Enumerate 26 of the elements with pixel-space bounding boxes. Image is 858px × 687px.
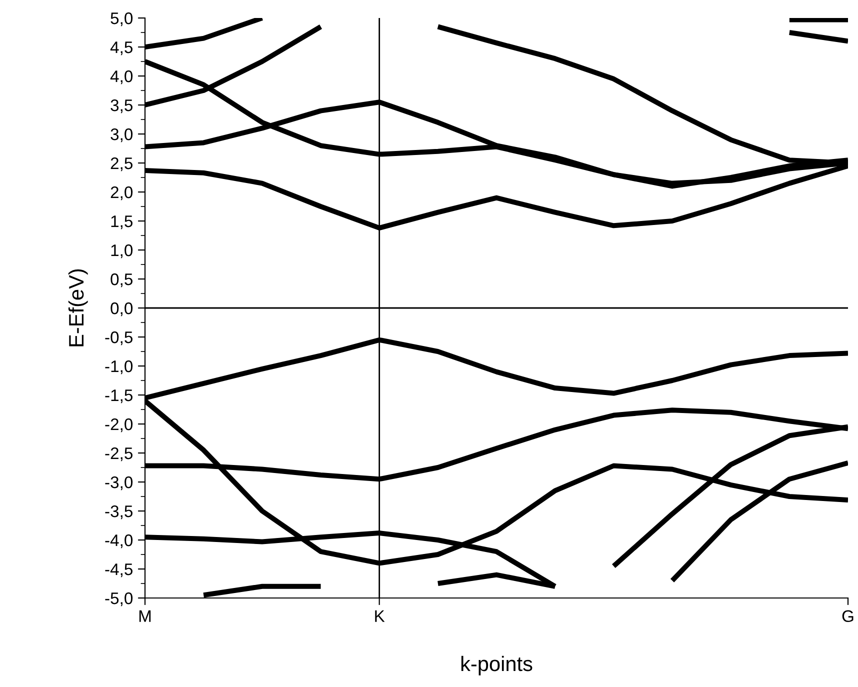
y-tick-label: 3,0 [110,128,133,142]
y-tick-label: -1,0 [105,360,133,374]
y-tick-label: 1,5 [111,216,132,230]
y-axis-title: E-Ef(eV) [68,269,88,346]
y-tick-label: 1,0 [111,244,133,258]
y-tick-label: -2,5 [105,447,132,462]
y-tick-label: -3,5 [105,505,132,520]
y-tick-label: 2,5 [110,157,132,172]
y-tick-label: -2,0 [105,418,133,432]
y-tick-label: 2,0 [110,186,133,200]
y-tick-label: 5,0 [110,12,133,26]
y-tick-label: 0,5 [110,273,132,288]
x-tick-label: K [375,610,385,622]
y-tick-label: -4,5 [105,564,132,578]
y-tick-label: 4,0 [110,70,133,84]
y-tick-label: -5,0 [105,592,133,606]
x-tick-label: M [139,610,151,622]
y-tick-label: -4,0 [105,534,133,548]
y-tick-label: -1,5 [105,390,132,404]
y-tick-label: 3,5 [110,99,132,114]
y-tick-label: 4,5 [110,42,132,56]
y-tick-label: 0,0 [110,302,133,316]
y-tick-label: -0,5 [105,331,132,346]
x-axis-title: k-points [461,656,532,676]
y-tick-label: -3,0 [105,476,133,490]
x-tick-label: G [842,610,854,622]
